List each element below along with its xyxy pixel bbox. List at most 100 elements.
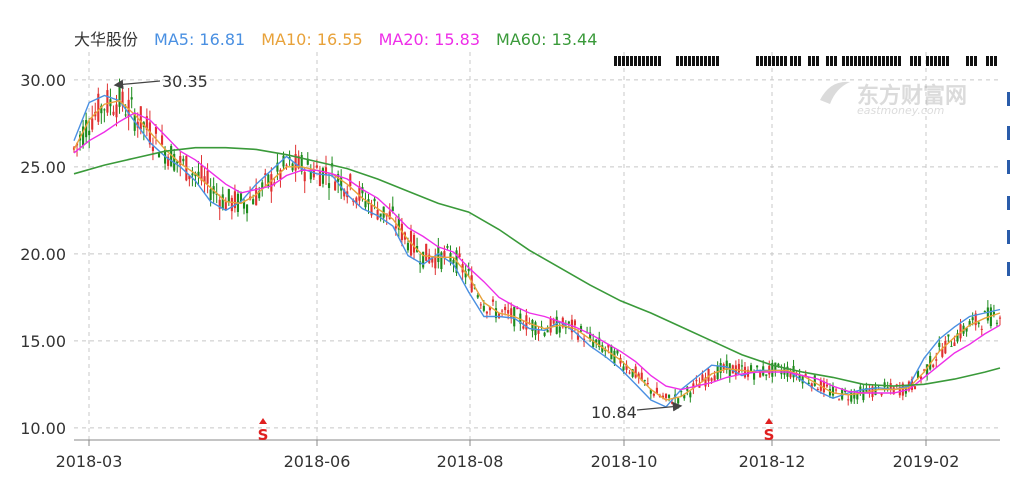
candle bbox=[491, 296, 495, 306]
candle-body bbox=[668, 394, 671, 398]
strip-mark bbox=[700, 56, 703, 66]
candle-body bbox=[743, 366, 747, 378]
candle-body bbox=[282, 155, 285, 167]
candle-body bbox=[713, 375, 716, 381]
candle-body bbox=[886, 387, 889, 389]
strip-mark bbox=[878, 56, 881, 66]
candle bbox=[88, 118, 91, 149]
candle-body bbox=[324, 167, 328, 175]
candle-body bbox=[756, 365, 759, 368]
candle bbox=[598, 331, 601, 351]
candle-body bbox=[479, 304, 482, 306]
strip-mark bbox=[882, 56, 885, 66]
candle-body bbox=[494, 308, 498, 319]
candle bbox=[245, 203, 249, 222]
chart-annotations: 30.35 10.84 S S bbox=[113, 72, 775, 444]
candle-body bbox=[564, 326, 567, 329]
candle bbox=[980, 325, 983, 336]
candle bbox=[983, 310, 986, 313]
candle-body bbox=[646, 383, 649, 385]
candle-body bbox=[573, 320, 577, 326]
candle bbox=[425, 243, 428, 262]
candle bbox=[112, 105, 115, 117]
candle bbox=[847, 394, 850, 406]
signal-arrow-icon bbox=[259, 418, 267, 424]
strip-mark bbox=[886, 56, 889, 66]
strip-mark bbox=[866, 56, 869, 66]
candle-body bbox=[737, 363, 740, 373]
candle-body bbox=[680, 391, 683, 393]
strip-mark bbox=[890, 56, 893, 66]
candle-body bbox=[118, 84, 121, 107]
candle bbox=[504, 304, 507, 316]
candle-body bbox=[926, 364, 929, 375]
candle bbox=[200, 155, 203, 186]
candle bbox=[941, 343, 944, 359]
strip-mark bbox=[696, 56, 699, 66]
low-arrow bbox=[636, 401, 683, 412]
candle-body bbox=[482, 305, 485, 311]
signal-label: S bbox=[258, 426, 269, 444]
strip-mark bbox=[926, 56, 929, 66]
candle-body bbox=[434, 255, 437, 269]
strip-mark bbox=[764, 56, 767, 66]
candle-body bbox=[485, 311, 488, 314]
side-scroll-marks[interactable] bbox=[1003, 92, 1012, 292]
strip-mark bbox=[688, 56, 691, 66]
strip-mark bbox=[772, 56, 775, 66]
strip-mark bbox=[626, 56, 629, 66]
candle-body bbox=[871, 386, 874, 398]
candle-body bbox=[941, 348, 944, 357]
strip-mark bbox=[850, 56, 853, 66]
candle bbox=[82, 119, 85, 149]
candle-body bbox=[640, 372, 643, 381]
candle bbox=[485, 310, 488, 319]
candle bbox=[965, 327, 968, 337]
candle-body bbox=[631, 369, 634, 377]
candle-body bbox=[992, 311, 995, 315]
candle bbox=[947, 334, 950, 343]
candle bbox=[151, 137, 154, 161]
candle-body bbox=[303, 172, 306, 182]
candle-body bbox=[230, 197, 233, 212]
signal-label: S bbox=[764, 426, 775, 444]
candle-body bbox=[655, 387, 658, 394]
candle-body bbox=[154, 127, 158, 134]
candle-body bbox=[431, 257, 434, 263]
high-arrow bbox=[113, 79, 161, 90]
candle bbox=[929, 352, 932, 371]
candle-body bbox=[968, 321, 971, 327]
candle bbox=[91, 105, 94, 133]
candle-body bbox=[916, 370, 920, 379]
candle bbox=[728, 363, 731, 383]
strip-mark bbox=[854, 56, 857, 66]
candle bbox=[719, 358, 722, 379]
candle bbox=[167, 153, 170, 170]
candle-body bbox=[689, 392, 692, 398]
strip-mark bbox=[618, 56, 621, 66]
strip-mark bbox=[812, 56, 815, 66]
ma60-legend: MA60: 13.44 bbox=[496, 30, 598, 49]
strip-mark bbox=[862, 56, 865, 66]
candle-body bbox=[813, 375, 816, 386]
strip-mark bbox=[942, 56, 945, 66]
strip-mark bbox=[994, 56, 997, 66]
candle-body bbox=[160, 135, 164, 145]
strip-mark bbox=[870, 56, 873, 66]
candle bbox=[913, 386, 917, 390]
candle bbox=[765, 374, 768, 381]
candle-body bbox=[100, 105, 103, 114]
candle bbox=[446, 243, 449, 250]
candle-body bbox=[938, 342, 941, 347]
candle-body bbox=[765, 374, 768, 376]
candle-body bbox=[537, 330, 540, 334]
candle-body bbox=[467, 268, 470, 271]
candle-body bbox=[516, 308, 519, 310]
candle bbox=[327, 172, 331, 200]
candle-body bbox=[944, 340, 947, 354]
candle bbox=[783, 363, 786, 379]
candle bbox=[886, 381, 889, 392]
candle bbox=[646, 377, 649, 386]
candle-body bbox=[397, 217, 400, 230]
